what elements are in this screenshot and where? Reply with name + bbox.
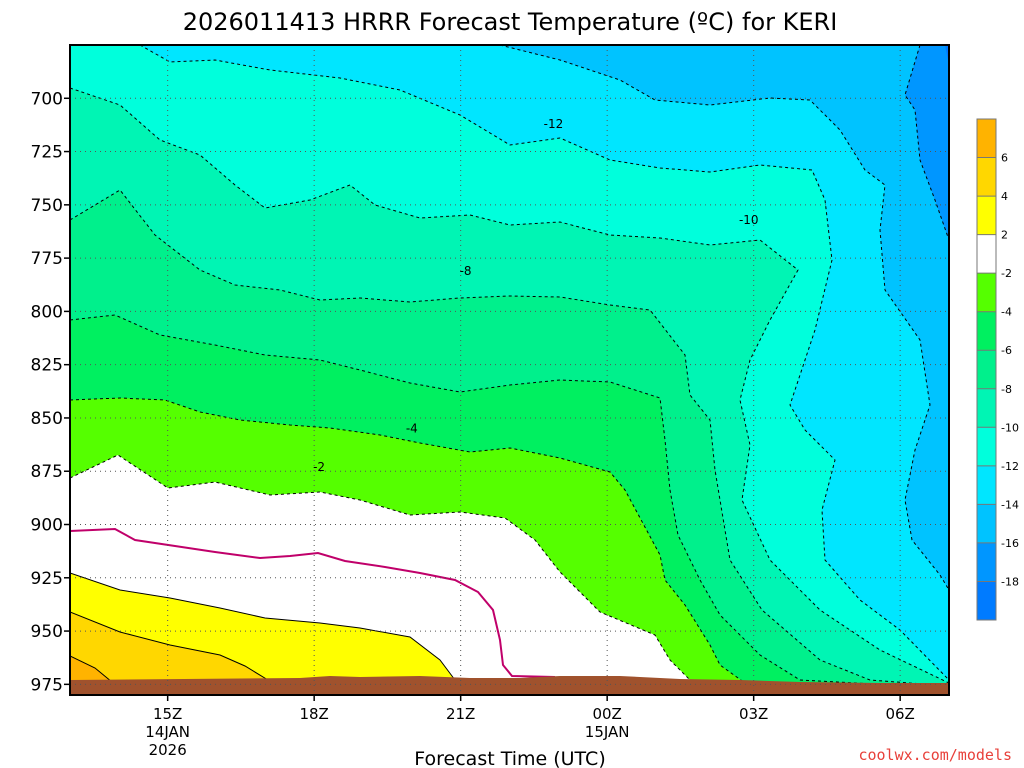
contour-label: -12 [544,117,564,131]
colorbar-tick-label: -10 [1001,421,1019,434]
contour-minus-8 [70,189,949,687]
x-tick-label: 18Z [299,705,328,723]
colorbar-swatch [977,581,996,620]
colorbar-swatch [977,119,996,158]
freezing-line-contour [70,527,556,678]
x-tick-label: 21Z [446,705,475,723]
colorbar-swatch [977,157,996,197]
y-tick-label: 725 [31,143,63,163]
colorbar-tick-label: -4 [1001,306,1012,319]
credit-link[interactable]: coolwx.com/models [858,746,1012,764]
colorbar-swatch [977,427,996,466]
contour-plus-2 [70,572,456,681]
y-tick-label: 975 [31,675,63,695]
contour-label: -10 [739,213,759,227]
x-tick-label: 15Z [153,705,182,723]
contour-minus-6 [70,314,949,689]
colorbar-legend: 6 4 2 -2 -4 -6 -8 -10 -12 -14 -16 -18 [976,118,1019,621]
contour-label: -4 [406,422,418,436]
colorbar-tick-label: 6 [1001,152,1008,165]
y-tick-label: 875 [31,462,63,482]
y-tick-label: 900 [31,516,63,536]
band-4-to-6 [70,612,268,690]
colorbar-swatch [977,388,996,428]
x-tick-date: 14JAN [145,723,190,741]
y-tick-label: 850 [31,409,63,429]
colorbar-tick-label: -14 [1001,498,1019,511]
colorbar-swatch [977,542,996,582]
colorbar-tick-label: 4 [1001,190,1008,203]
colorbar-swatch [977,196,996,235]
contour-minus-12 [139,45,949,681]
y-tick-label: 825 [31,356,63,376]
x-tick-label: 00Z [592,705,621,723]
band-6-plus [70,656,112,686]
surface-ground [70,676,949,695]
colorbar-tick-label: -18 [1001,575,1019,588]
contour-label: -8 [460,264,472,278]
cold-contours [70,45,949,689]
contour-labels: -12 -10 -8 -4 -2 [313,117,759,474]
x-tick-label: 06Z [885,705,914,723]
contour-minus-4 [70,397,746,684]
contour-minus-2 [70,454,691,681]
contour-minus-16 [904,45,949,241]
chart-title: 2026011413 HRRR Forecast Temperature (ºC… [183,8,838,36]
y-tick-label: 700 [31,89,63,109]
contour-plus-4 [70,611,269,681]
x-axis-label: Forecast Time (UTC) [414,748,605,768]
x-tick-date: 15JAN [585,723,630,741]
colorbar-swatch [977,273,996,312]
warm-contours [70,572,456,683]
colorbar-swatch [977,311,996,351]
colorbar-swatch [977,465,996,505]
colorbar-tick-label: -16 [1001,537,1019,550]
colorbar-tick-label: -6 [1001,344,1012,357]
y-tick-label: 750 [31,196,63,216]
y-tick-label: 925 [31,569,63,589]
colorbar-tick-label: -12 [1001,460,1019,473]
colorbar-tick-label: 2 [1001,229,1008,242]
colorbar-frame [976,118,997,621]
contour-label: -2 [313,460,325,474]
y-axis-ticks: 700 725 750 775 800 825 850 875 900 925 950 975 [31,89,70,695]
x-tick-year: 2026 [149,741,187,759]
x-tick-label: 03Z [739,705,768,723]
y-tick-label: 775 [31,249,63,269]
plot-frame [69,44,950,696]
y-tick-label: 800 [31,302,63,322]
y-tick-label: 950 [31,622,63,642]
colorbar-swatch [977,234,996,274]
colorbar-swatch [977,504,996,543]
plot-area: -12 -10 -8 -4 -2 700 725 750 775 800 825 850 875 900… [31,44,950,759]
grid-lines [70,45,949,695]
contour-plus-6 [70,655,113,683]
colorbar-swatch [977,350,996,389]
colorbar-tick-label: -2 [1001,267,1012,280]
colorbar-tick-label: -8 [1001,383,1012,396]
